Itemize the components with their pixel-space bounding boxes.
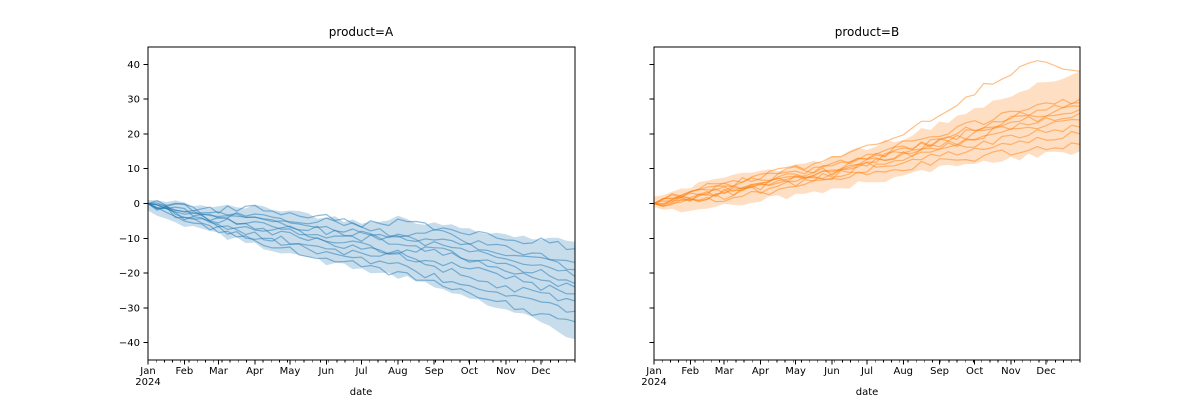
x-tick-label: Feb	[681, 366, 699, 377]
x-tick-label: Sep	[425, 366, 444, 377]
x-tick-label: Oct	[966, 366, 983, 377]
y-tick-label: −10	[119, 234, 140, 245]
x-tick-label: Jun	[317, 366, 334, 377]
unit-line-unit-10	[654, 142, 1080, 205]
unit-line-unit-5	[148, 202, 575, 285]
x-tick-label: Jun	[823, 366, 840, 377]
plot-b-title: product=B	[835, 25, 899, 39]
x-tick-label: Oct	[461, 366, 478, 377]
uncertainty-band	[654, 71, 1080, 213]
y-tick-label: 20	[127, 129, 140, 140]
x-tick-label: Jul	[354, 366, 367, 377]
plot-area	[148, 200, 575, 340]
x-tick-label: Apr	[752, 366, 770, 377]
x-tick-label: Sep	[930, 366, 949, 377]
x-tick-label: Mar	[715, 366, 735, 377]
y-tick-label: −40	[119, 338, 140, 349]
y-tick-label: 0	[134, 199, 140, 210]
y-tick-label: 40	[127, 60, 140, 71]
unit-line-unit-8	[654, 124, 1080, 205]
unit-line-unit-3	[148, 200, 575, 271]
unit-line-unit-6	[654, 112, 1080, 207]
x-tick-label: Jan	[139, 366, 155, 377]
unit-line-unit-9	[654, 130, 1080, 207]
x-tick-label: Aug	[894, 366, 914, 377]
y-tick-label: −20	[119, 269, 140, 280]
x-tick-label: Feb	[176, 366, 194, 377]
y-tick-label: 30	[127, 95, 140, 106]
axes-spines	[147, 46, 576, 361]
plot-b-xaxis-label: date	[856, 387, 879, 398]
x-tick-label: Jan	[645, 366, 661, 377]
unit-line-unit-2	[148, 202, 575, 264]
unit-line-unit-2	[654, 98, 1080, 205]
unit-line-unit-6	[148, 202, 575, 288]
x-tick-label: Jul	[860, 366, 873, 377]
unit-line-unit-10	[148, 203, 575, 323]
y-tick-label: −30	[119, 303, 140, 314]
x-tick-label: Mar	[209, 366, 229, 377]
plot-a-xaxis-label: date	[350, 387, 373, 398]
x-tick-label: May	[280, 366, 301, 377]
unit-line-unit-7	[654, 118, 1080, 205]
x-tick-label: May	[785, 366, 806, 377]
plot-area	[654, 60, 1080, 213]
unit-line-unit-4	[148, 202, 575, 277]
x-tick-label: Nov	[496, 366, 516, 377]
x-tick-year-label: 2024	[641, 377, 666, 388]
x-tick-label: Nov	[1001, 366, 1021, 377]
x-tick-label: Aug	[388, 366, 408, 377]
unit-line-unit-9	[148, 202, 575, 313]
x-tick-label: Dec	[531, 366, 550, 377]
y-tick-label: 10	[127, 164, 140, 175]
x-tick-label: Apr	[246, 366, 264, 377]
plot-a-title: product=A	[329, 25, 394, 39]
unit-line-unit-7	[148, 202, 575, 295]
uncertainty-band	[148, 200, 575, 340]
x-tick-year-label: 2024	[135, 377, 160, 388]
x-tick-label: Dec	[1036, 366, 1055, 377]
